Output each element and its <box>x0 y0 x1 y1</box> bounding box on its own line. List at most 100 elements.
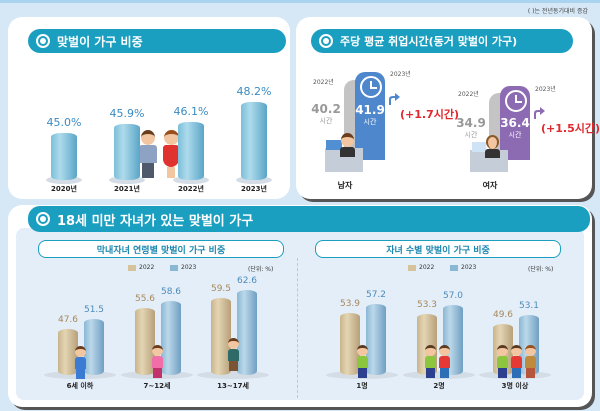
bar-value-label: 57.2 <box>365 290 387 301</box>
male-2022-label: 2022년 <box>313 79 334 86</box>
bar-value-label: 45.9% <box>109 106 145 120</box>
bar-3 <box>241 102 267 180</box>
bar-value-label: 62.6 <box>236 276 258 287</box>
laptop-icon <box>326 140 342 150</box>
bar-shadow <box>109 176 145 184</box>
x-tick-label: 3명 이상 <box>501 382 529 390</box>
bar-value-label: 55.6 <box>134 294 156 305</box>
man-body <box>340 147 355 157</box>
x-tick-label: 2021년 <box>114 185 140 193</box>
child-icon <box>425 345 436 356</box>
youngest-child-age-title: 막내자녀 연령별 맞벌이 가구 비중 <box>38 240 284 258</box>
child-body <box>228 349 239 361</box>
number-of-children-title: 자녀 수별 맞벌이 가구 비중 <box>315 240 561 258</box>
x-tick-label: 13~17세 <box>217 382 249 390</box>
woman-body <box>485 149 500 158</box>
child-body <box>357 356 368 368</box>
male-2023-label: 2023년 <box>390 71 411 78</box>
legend-2022: 2022 <box>408 264 434 271</box>
child-body <box>425 356 436 368</box>
unit-label: (단위: %) <box>248 266 274 273</box>
child-legs <box>512 368 521 378</box>
bar-value-label: 51.5 <box>83 305 105 316</box>
increase-arrow-icon <box>534 107 545 119</box>
bar-value-label: 48.2% <box>236 85 272 99</box>
male-label: 남자 <box>337 181 353 190</box>
bar-1 <box>114 123 140 180</box>
child-legs <box>76 369 85 379</box>
bar-2022 <box>211 298 231 375</box>
bar-value-label: 59.5 <box>210 284 232 295</box>
legend-2023: 2023 <box>170 264 196 271</box>
male-change: (+1.7시간) <box>400 108 459 121</box>
legend-2023: 2023 <box>450 264 476 271</box>
female-2023-value: 36.4 시간 <box>500 116 530 139</box>
bar-shadow <box>173 176 209 184</box>
bar-shadow <box>197 371 269 379</box>
child-body <box>152 356 163 368</box>
clock-icon <box>505 90 527 112</box>
legend-2022: 2022 <box>128 264 154 271</box>
monitor-icon <box>472 142 486 152</box>
male-2022-value: 40.2 시간 <box>311 102 341 125</box>
bar-value-label: 57.0 <box>442 290 464 301</box>
bar-value-label: 46.1% <box>173 105 209 119</box>
child-icon <box>525 345 536 356</box>
x-tick-label: 1명 <box>356 382 368 390</box>
bar-shadow <box>236 176 272 184</box>
bar-2023 <box>161 300 181 375</box>
bar-2 <box>178 122 204 180</box>
woman-avatar-icon <box>486 135 499 149</box>
child-body <box>439 356 450 368</box>
bar-value-label: 53.3 <box>416 300 438 311</box>
bar-value-label: 58.6 <box>160 286 182 297</box>
child-icon <box>511 345 522 356</box>
male-2023-value: 41.9 시간 <box>355 103 385 126</box>
unit-label: (단위: %) <box>528 266 554 273</box>
bar-2023 <box>84 319 104 375</box>
bar-value-label: 53.1 <box>518 300 540 311</box>
female-2022-label: 2022년 <box>458 91 479 98</box>
bar-value-label: 53.9 <box>339 298 361 309</box>
bar-2022 <box>135 308 155 375</box>
x-tick-label: 6세 이하 <box>66 382 94 390</box>
circle-bullet-icon <box>36 212 50 226</box>
bar-2023 <box>366 304 386 375</box>
x-tick-label: 2023년 <box>241 185 267 193</box>
child-icon <box>152 345 163 356</box>
clock-icon <box>360 76 382 98</box>
child-legs <box>153 368 162 378</box>
bar-0 <box>51 132 77 180</box>
panel1-title: 맞벌이 가구 비중 <box>57 34 143 49</box>
bar-2022 <box>58 329 78 375</box>
panel2-title: 주당 평균 취업시간(동거 맞벌이 가구) <box>340 35 518 48</box>
child-icon <box>357 345 368 356</box>
circle-bullet-icon <box>319 34 333 48</box>
yoy-note: ( )는 전년동기대비 증감 <box>527 8 588 15</box>
bar-value-label: 47.6 <box>57 315 79 326</box>
child-icon <box>228 338 239 349</box>
bar-2023 <box>237 290 257 375</box>
child-body <box>497 356 508 368</box>
child-body <box>75 357 86 369</box>
child-icon <box>439 345 450 356</box>
bar-2022 <box>340 312 360 375</box>
child-legs <box>229 361 238 371</box>
female-label: 여자 <box>482 181 498 190</box>
top-border <box>0 0 600 3</box>
female-2022-value: 34.9 시간 <box>456 116 486 139</box>
x-tick-label: 2명 <box>433 382 445 390</box>
child-icon <box>75 346 86 357</box>
female-change: (+1.5시간) <box>541 122 600 135</box>
panel3-title-pill: 18세 미만 자녀가 있는 맞벌이 가구 <box>28 206 590 232</box>
x-tick-label: 2020년 <box>51 185 77 193</box>
child-body <box>511 356 522 368</box>
man-avatar-icon <box>341 133 354 147</box>
child-legs <box>358 368 367 378</box>
increase-arrow-icon <box>389 93 400 105</box>
child-legs <box>498 368 507 378</box>
divider <box>297 258 298 398</box>
bar-shadow <box>46 176 82 184</box>
bar-shadow <box>403 371 475 379</box>
child-body <box>525 356 536 368</box>
